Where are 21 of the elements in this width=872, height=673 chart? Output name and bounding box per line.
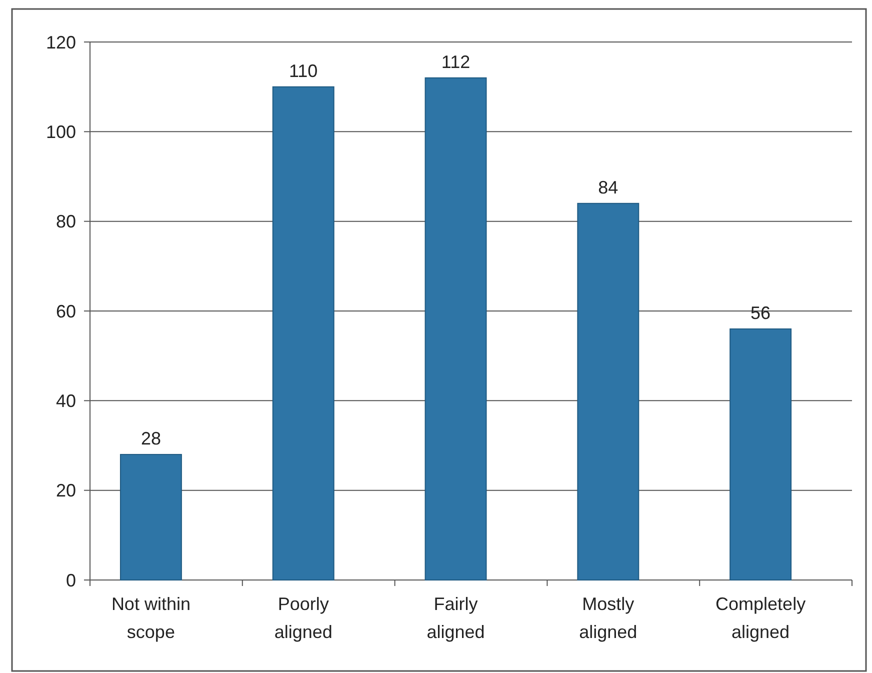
- bar: [577, 202, 640, 580]
- x-tick-label: Fairly aligned: [426, 594, 485, 642]
- x-tick-label: Not within scope: [111, 594, 190, 642]
- y-tick-label: 100: [46, 122, 76, 142]
- data-label: 84: [598, 177, 618, 198]
- y-tick-label: 120: [46, 32, 76, 52]
- y-tick-label: 60: [56, 301, 76, 322]
- x-tick-label: Mostly aligned: [579, 594, 638, 642]
- x-tick-label: Poorly aligned: [274, 594, 332, 642]
- bar: [272, 86, 334, 580]
- y-tick-label: 40: [56, 390, 76, 411]
- y-tick-label: 0: [66, 570, 76, 590]
- bar: [120, 454, 182, 580]
- data-label: 110: [289, 60, 318, 81]
- y-tick-label: 20: [56, 480, 76, 501]
- bar: [424, 77, 487, 580]
- y-tick-label: 80: [56, 212, 76, 232]
- bar: [730, 328, 792, 580]
- x-tick-label: Completely aligned: [716, 594, 806, 642]
- data-label: 112: [441, 52, 470, 72]
- data-label: 28: [140, 428, 161, 448]
